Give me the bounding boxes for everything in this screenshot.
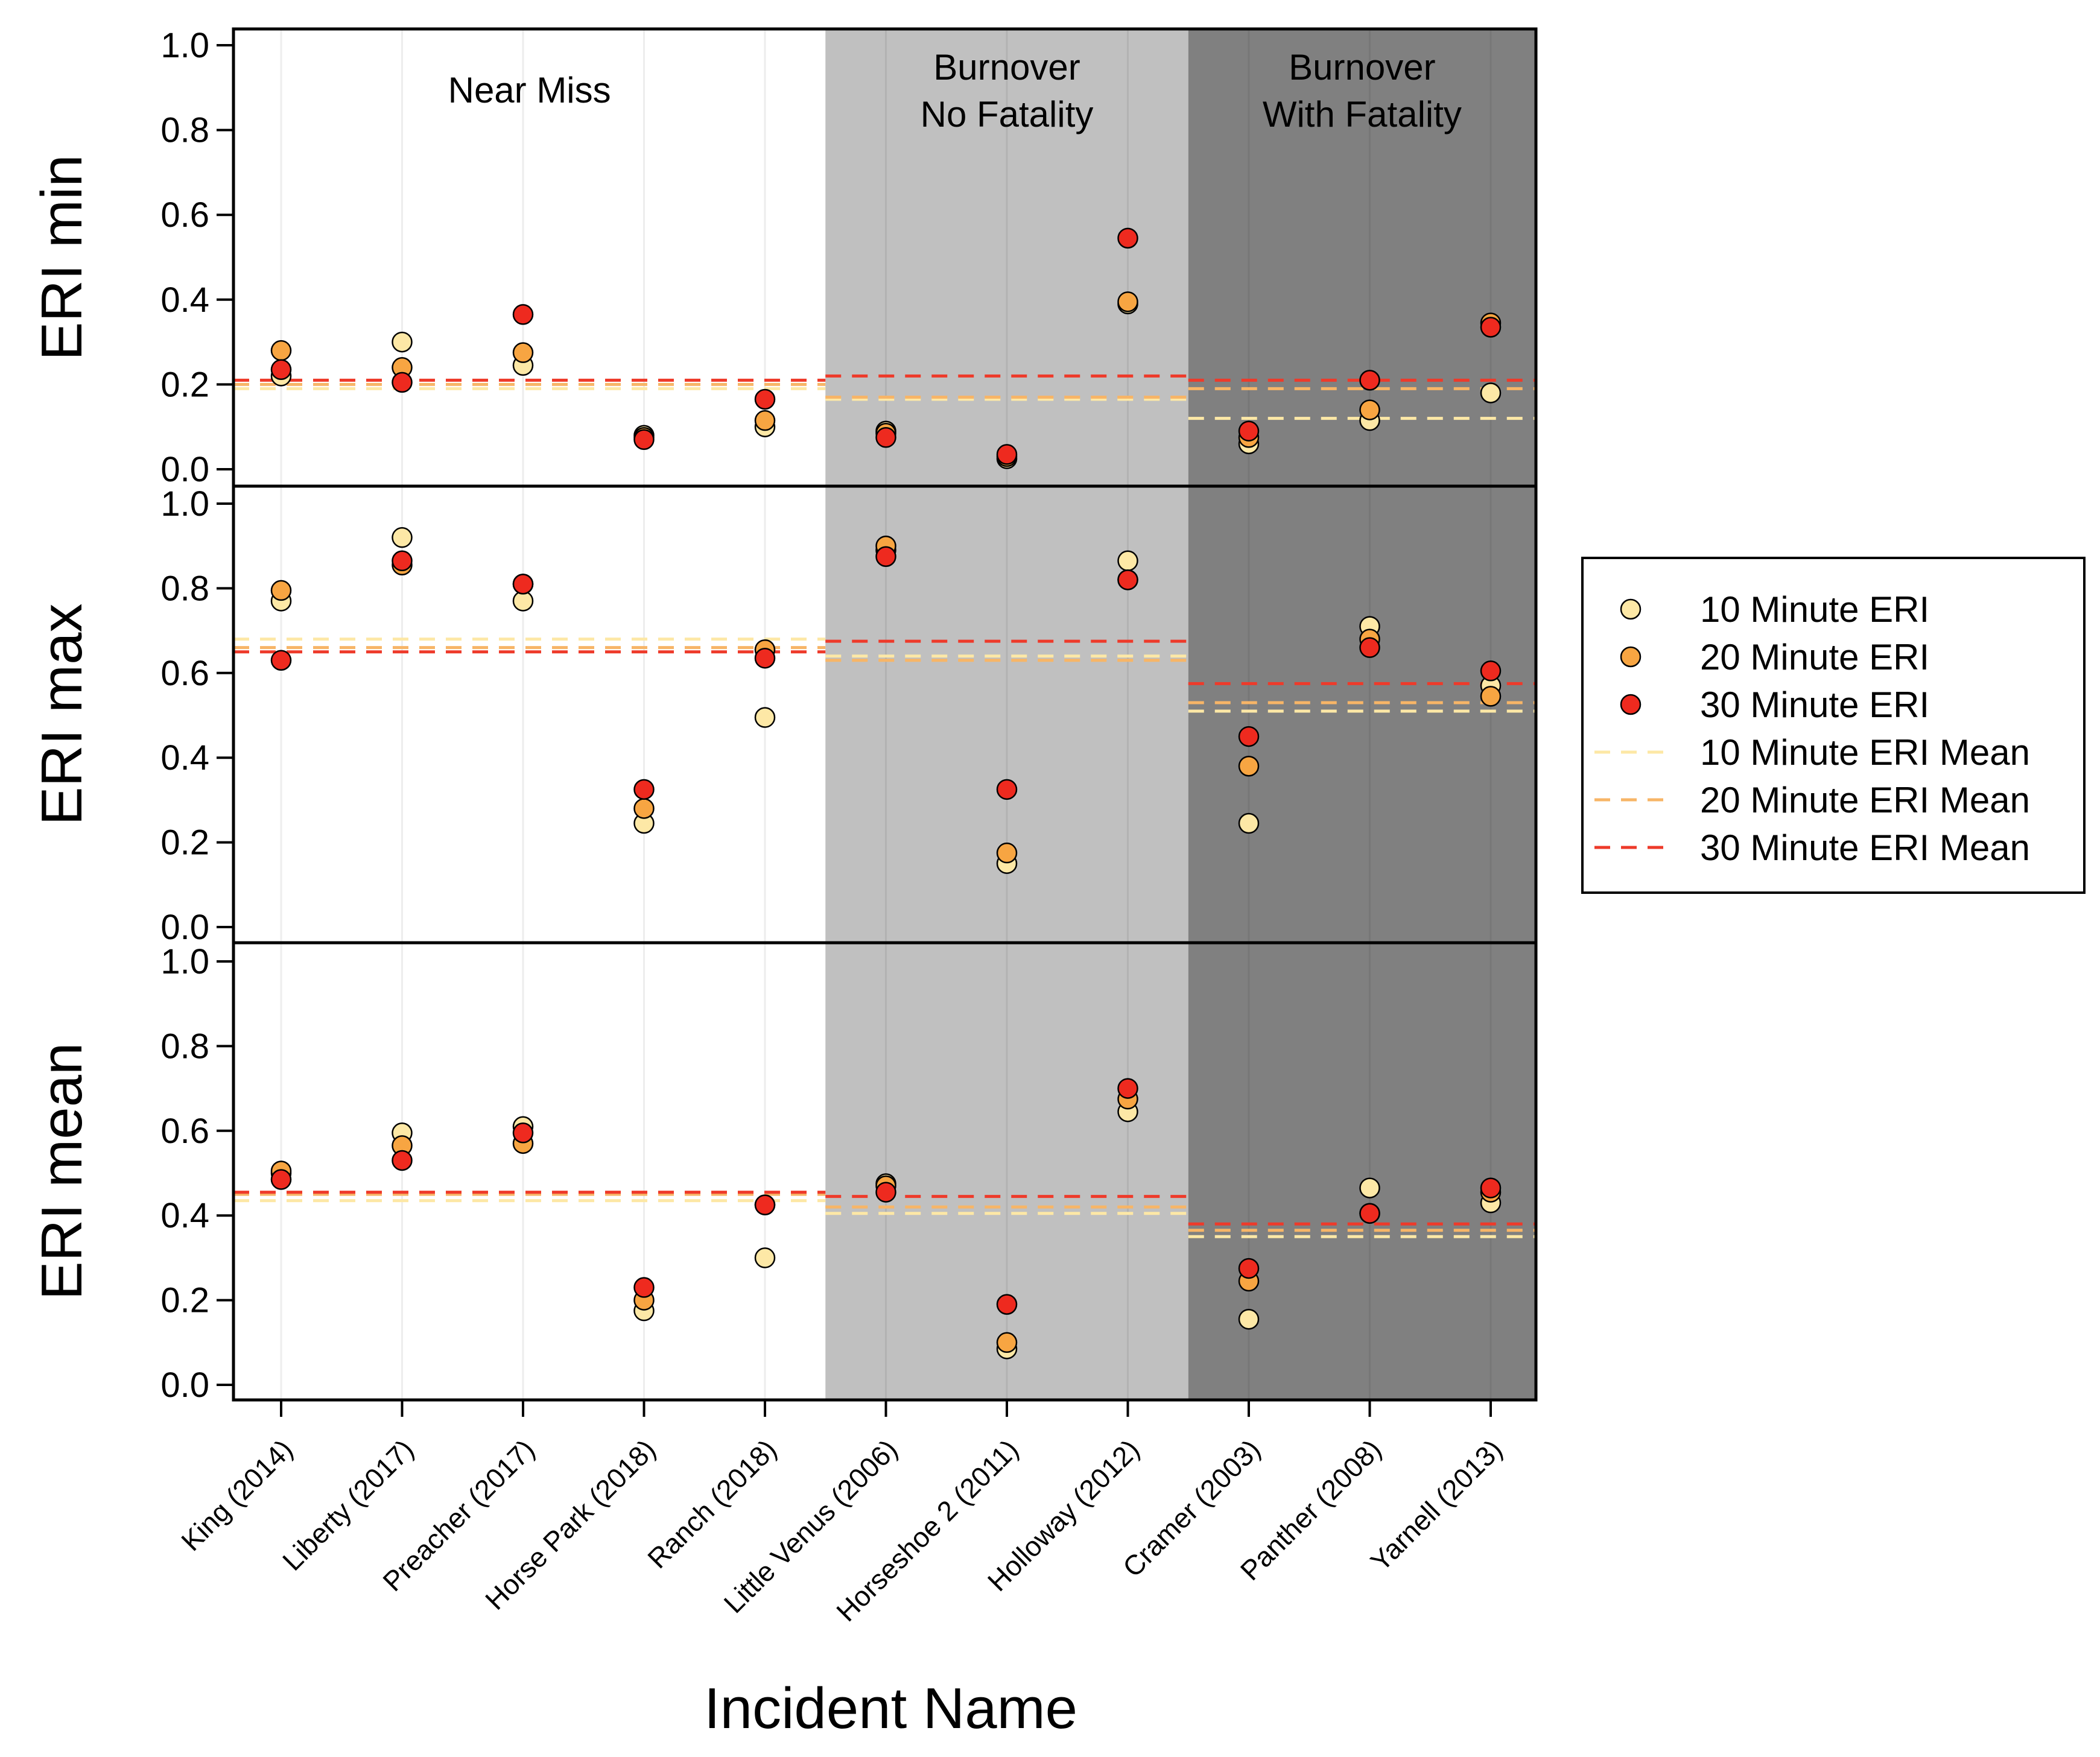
axis-labels: Incident Name Near Miss Burnover No Fatali… <box>30 47 1462 1741</box>
data-point <box>1238 1258 1260 1279</box>
y-tick-label: 0.4 <box>160 738 209 777</box>
data-point <box>1480 1177 1502 1198</box>
y-tick-label: 0.8 <box>160 1027 209 1066</box>
data-point <box>1359 399 1380 420</box>
y-tick-label: 0.0 <box>160 450 209 489</box>
y-tick-label: 0.4 <box>160 280 209 320</box>
y-axis-label: ERI mean <box>30 1043 94 1300</box>
legend-label: 20 Minute ERI Mean <box>1700 780 2030 820</box>
data-point <box>754 388 776 410</box>
legend-marker <box>1620 598 1642 620</box>
y-tick-label: 0.6 <box>160 195 209 235</box>
y-tick-label: 1.0 <box>160 484 209 524</box>
data-points <box>270 227 1502 1360</box>
y-tick-label: 1.0 <box>160 26 209 65</box>
data-point <box>512 1122 534 1144</box>
legend-box <box>1581 557 2086 894</box>
data-point <box>633 1277 655 1298</box>
data-point <box>875 1182 896 1203</box>
y-tick-label: 0.0 <box>160 908 209 947</box>
legend-marker <box>1620 694 1642 715</box>
data-point <box>1359 1203 1380 1224</box>
x-tick-label: King (2014) <box>175 1433 299 1557</box>
y-tick-label: 0.4 <box>160 1196 209 1235</box>
data-point <box>754 1194 776 1215</box>
data-point <box>270 340 292 361</box>
legend-label: 10 Minute ERI Mean <box>1700 732 2030 773</box>
y-tick-label: 0.2 <box>160 365 209 404</box>
data-point <box>996 779 1018 800</box>
data-point <box>1238 755 1260 777</box>
y-tick-label: 0.6 <box>160 654 209 693</box>
data-point <box>754 1247 776 1268</box>
data-point <box>1359 370 1380 391</box>
legend-label: 30 Minute ERI <box>1700 685 1929 725</box>
data-point <box>875 427 896 448</box>
legend-marker <box>1620 646 1642 668</box>
data-point <box>754 410 776 431</box>
group-label: Near Miss <box>448 70 611 110</box>
legend-label: 10 Minute ERI <box>1700 589 1929 630</box>
data-point <box>392 331 413 353</box>
group-band <box>825 29 1188 1400</box>
data-point <box>270 580 292 601</box>
data-point <box>1117 291 1138 312</box>
y-tick-label: 0.2 <box>160 1281 209 1320</box>
data-point <box>1359 637 1380 658</box>
y-tick-label: 1.0 <box>160 942 209 981</box>
y-tick-label: 0.2 <box>160 823 209 863</box>
group-label: Burnover No Fatality <box>921 47 1094 135</box>
legend: 10 Minute ERI 20 Minute ERI 30 Minute ERI 1… <box>1581 557 2086 894</box>
data-point <box>392 550 413 572</box>
data-point <box>1117 227 1138 249</box>
group-label: Burnover With Fatality <box>1263 47 1462 135</box>
data-point <box>270 359 292 381</box>
y-tick-label: 0.6 <box>160 1112 209 1151</box>
data-point <box>1238 812 1260 834</box>
y-axis-label: ERI min <box>30 154 94 360</box>
data-point <box>633 798 655 819</box>
data-point <box>996 1294 1018 1315</box>
data-point <box>1238 1308 1260 1330</box>
y-axis-label: ERI max <box>30 603 94 825</box>
data-point <box>1480 686 1502 707</box>
legend-label: 20 Minute ERI <box>1700 637 1929 677</box>
y-tick-label: 0.8 <box>160 569 209 608</box>
data-point <box>1480 660 1502 682</box>
data-point <box>512 304 534 325</box>
data-point <box>996 842 1018 864</box>
legend-label: 30 Minute ERI Mean <box>1700 828 2030 868</box>
data-point <box>1238 726 1260 747</box>
data-point <box>875 546 896 567</box>
y-tick-label: 0.8 <box>160 111 209 150</box>
data-point <box>996 1332 1018 1353</box>
data-point <box>754 707 776 728</box>
data-point <box>392 372 413 393</box>
data-point <box>996 444 1018 465</box>
data-point <box>633 779 655 800</box>
y-tick-label: 0.0 <box>160 1366 209 1405</box>
group-background-bands <box>233 29 1536 1400</box>
data-point <box>1117 569 1138 590</box>
data-point <box>1238 420 1260 442</box>
x-axis-label: Incident Name <box>704 1676 1077 1741</box>
data-point <box>1117 550 1138 572</box>
data-point <box>633 429 655 451</box>
data-point <box>392 1150 413 1171</box>
data-point <box>1480 382 1502 404</box>
data-point <box>754 647 776 669</box>
group-band <box>1188 29 1536 1400</box>
group-band <box>233 29 826 1400</box>
data-point <box>270 1169 292 1190</box>
data-point <box>1359 1177 1380 1198</box>
data-point <box>1480 317 1502 338</box>
data-point <box>1117 1078 1138 1099</box>
data-point <box>512 574 534 595</box>
data-point <box>392 527 413 548</box>
data-point <box>512 342 534 363</box>
data-point <box>270 650 292 671</box>
